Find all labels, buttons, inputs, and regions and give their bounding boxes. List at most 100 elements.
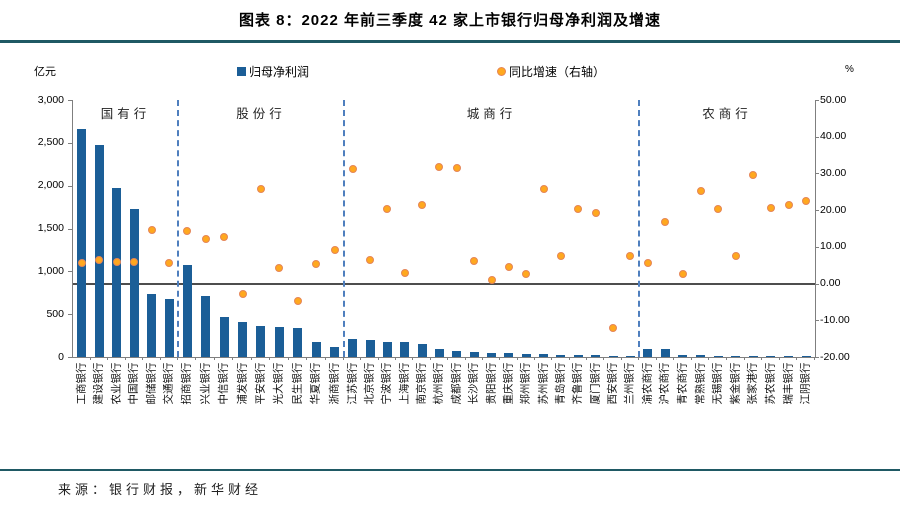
bank-slot: 苏农银行 bbox=[762, 100, 780, 405]
legend-label-yoy-growth: 同比增速（右轴） bbox=[509, 65, 606, 79]
bank-slot: 华夏银行 bbox=[307, 100, 326, 405]
growth-dot bbox=[784, 200, 793, 209]
growth-dot bbox=[130, 258, 139, 267]
right-axis-tick-label: 20.00 bbox=[820, 203, 847, 216]
growth-dot bbox=[452, 163, 461, 172]
growth-dot bbox=[418, 201, 427, 210]
bank-slot: 瑞丰银行 bbox=[780, 100, 798, 405]
x-axis-label: 平安银行 bbox=[254, 362, 267, 405]
x-axis-label: 浙商银行 bbox=[328, 362, 341, 405]
right-axis-tick-label: 50.00 bbox=[820, 93, 847, 106]
net-profit-bar bbox=[801, 356, 811, 357]
right-axis-tick-label: -20.00 bbox=[820, 350, 850, 363]
bank-slot: 江阴银行 bbox=[797, 100, 815, 405]
growth-dot bbox=[802, 196, 811, 205]
bank-slot: 中信银行 bbox=[215, 100, 234, 405]
bank-slot: 宁波银行 bbox=[379, 100, 397, 405]
growth-dot bbox=[643, 259, 652, 268]
top-divider-rule bbox=[0, 40, 900, 43]
legend-item-yoy-growth: 同比增速（右轴） bbox=[497, 63, 605, 80]
x-axis-tickmark bbox=[481, 357, 483, 360]
bank-slot: 浙商银行 bbox=[326, 100, 344, 405]
growth-dot bbox=[522, 269, 531, 278]
x-axis-label: 农业银行 bbox=[110, 362, 123, 405]
growth-dot bbox=[383, 205, 392, 214]
group-label: 国有行 bbox=[100, 107, 151, 121]
net-profit-bar bbox=[731, 355, 741, 357]
right-axis-tickmark bbox=[815, 283, 819, 285]
right-axis-tickmark bbox=[815, 173, 819, 175]
x-axis-tickmark bbox=[89, 357, 91, 360]
net-profit-bar bbox=[469, 352, 479, 357]
x-axis-tickmark bbox=[447, 357, 449, 360]
x-axis-label: 成都银行 bbox=[450, 362, 463, 405]
net-profit-bar bbox=[591, 355, 601, 357]
net-profit-bar bbox=[219, 316, 229, 357]
net-profit-bar bbox=[696, 355, 706, 357]
left-axis-tick-label: 2,500 bbox=[37, 136, 64, 149]
net-profit-bar bbox=[256, 325, 266, 357]
bank-slot: 北京银行 bbox=[361, 100, 379, 405]
bank-slot: 交通银行 bbox=[161, 100, 178, 405]
right-axis-tickmark bbox=[815, 320, 819, 322]
x-axis-tickmark bbox=[269, 357, 271, 360]
bank-slot: 西安银行 bbox=[604, 100, 622, 405]
bank-slot: 浦发银行 bbox=[233, 100, 252, 405]
growth-dot bbox=[183, 227, 192, 236]
bank-group: 农商行 渝农商行 沪农商行 青农商行 常熟银行 无锡银行 紫金银行 张家港行 苏农银行 瑞丰银行江… bbox=[639, 100, 815, 405]
net-profit-bar bbox=[521, 354, 531, 357]
x-axis-tickmark bbox=[568, 357, 570, 360]
net-profit-bar bbox=[539, 354, 549, 357]
x-axis-tickmark bbox=[743, 357, 745, 360]
bank-slot: 杭州银行 bbox=[431, 100, 449, 405]
x-axis-tickmark bbox=[620, 357, 622, 360]
growth-dot bbox=[591, 208, 600, 217]
right-axis-tickmark bbox=[815, 246, 819, 248]
growth-dot bbox=[77, 259, 86, 267]
growth-dot bbox=[731, 251, 740, 260]
x-axis-tickmark bbox=[533, 357, 535, 360]
net-profit-bar bbox=[417, 344, 427, 357]
left-axis-tick-label: 3,000 bbox=[37, 93, 64, 106]
growth-dot bbox=[714, 205, 723, 214]
growth-dot bbox=[626, 251, 635, 260]
net-profit-bar bbox=[311, 342, 321, 357]
growth-dot bbox=[574, 205, 583, 214]
bank-slot: 兰州银行 bbox=[622, 100, 640, 405]
right-axis-tickmark bbox=[815, 136, 819, 138]
x-axis-label: 郑州银行 bbox=[519, 362, 532, 405]
right-axis-tick-label: -10.00 bbox=[820, 313, 850, 326]
left-axis-tick-label: 1,500 bbox=[37, 222, 64, 234]
net-profit-bar bbox=[573, 354, 583, 357]
x-axis-tickmark bbox=[287, 357, 289, 360]
x-axis-tickmark bbox=[124, 357, 126, 360]
bottom-divider-rule bbox=[0, 469, 900, 471]
x-axis-tickmark bbox=[395, 357, 397, 360]
growth-dot bbox=[348, 164, 357, 173]
x-axis-label: 贵阳银行 bbox=[485, 362, 498, 405]
bar-series-marker-icon bbox=[237, 67, 246, 76]
x-axis-label: 重庆银行 bbox=[502, 362, 515, 405]
bank-slot: 兴业银行 bbox=[196, 100, 215, 405]
x-axis-tickmark bbox=[377, 357, 379, 360]
growth-dot bbox=[400, 268, 409, 277]
x-axis-label: 厦门银行 bbox=[589, 362, 602, 405]
x-axis-tickmark bbox=[107, 357, 108, 360]
x-axis-label: 浦发银行 bbox=[236, 362, 249, 405]
x-axis-tickmark bbox=[177, 357, 178, 360]
right-axis-tickmark bbox=[815, 100, 819, 101]
x-axis-label: 中信银行 bbox=[217, 362, 230, 405]
net-profit-bar bbox=[129, 208, 139, 357]
x-axis-label: 西安银行 bbox=[606, 362, 619, 405]
bank-slot: 青岛银行 bbox=[552, 100, 570, 405]
x-axis-label: 北京银行 bbox=[363, 362, 376, 405]
group-label: 股份行 bbox=[236, 107, 286, 121]
x-axis-tickmark bbox=[250, 357, 252, 360]
x-axis-tickmark bbox=[761, 357, 763, 360]
bank-slot: 成都银行 bbox=[448, 100, 466, 405]
bank-slot: 光大银行 bbox=[270, 100, 289, 405]
net-profit-bar bbox=[766, 355, 776, 357]
x-axis-label: 建设银行 bbox=[92, 362, 105, 405]
growth-dot bbox=[147, 226, 156, 235]
net-profit-bar bbox=[94, 145, 104, 357]
